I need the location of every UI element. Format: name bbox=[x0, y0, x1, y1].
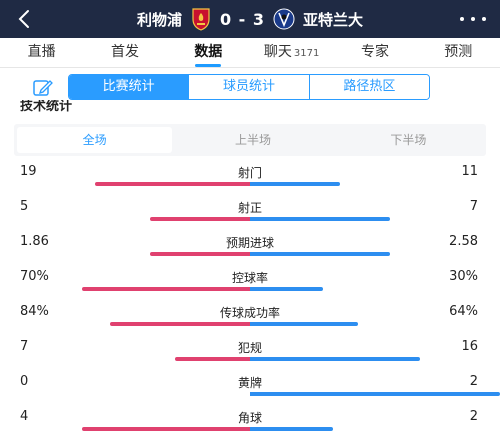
atalanta-crest-icon bbox=[273, 7, 295, 31]
stat-row: 70% 控球率 30% bbox=[0, 265, 500, 300]
stat-row: 84% 传球成功率 64% bbox=[0, 300, 500, 335]
segment-player-stats[interactable]: 球员统计 bbox=[189, 75, 310, 99]
stat-row: 5 射正 7 bbox=[0, 195, 500, 230]
scoreline: 利物浦 0 - 3 亚特兰大 bbox=[0, 0, 500, 38]
away-value: 64% bbox=[449, 304, 478, 319]
away-value: 2 bbox=[469, 374, 478, 389]
more-options-icon[interactable] bbox=[456, 8, 490, 30]
away-value: 2.58 bbox=[449, 234, 478, 249]
tab-data[interactable]: 数据 bbox=[167, 38, 250, 68]
home-value: 5 bbox=[20, 199, 29, 214]
home-bar bbox=[82, 287, 250, 291]
away-bar bbox=[250, 287, 323, 291]
home-value: 19 bbox=[20, 164, 37, 179]
home-bar bbox=[82, 427, 250, 431]
stat-label: 犯规 bbox=[237, 341, 262, 355]
home-bar bbox=[110, 322, 250, 326]
stat-label: 角球 bbox=[237, 411, 262, 425]
away-value: 2 bbox=[469, 409, 478, 424]
away-bar bbox=[250, 322, 358, 326]
top-tabs: 直播 首发 数据 聊天 3171 专家 预测 bbox=[0, 38, 500, 68]
away-bar bbox=[250, 252, 390, 256]
away-bar bbox=[250, 182, 340, 186]
match-header: 利物浦 0 - 3 亚特兰大 bbox=[0, 0, 500, 38]
period-second-half[interactable]: 下半场 bbox=[390, 133, 427, 147]
stats-list: 19 射门 11 5 射正 7 1.86 预期进球 2.58 70% 控球率 3… bbox=[0, 160, 500, 440]
period-first-half[interactable]: 上半场 bbox=[234, 133, 271, 147]
stats-segment-control: 比赛统计 球员统计 路径热区 bbox=[68, 74, 430, 100]
away-value: 7 bbox=[469, 199, 478, 214]
stat-row: 4 角球 2 bbox=[0, 405, 500, 440]
home-value: 1.86 bbox=[20, 234, 49, 249]
away-value: 16 bbox=[461, 339, 478, 354]
match-score: 0 - 3 bbox=[219, 9, 266, 29]
stat-row: 7 犯规 16 bbox=[0, 335, 500, 370]
tab-prediction[interactable]: 预测 bbox=[444, 43, 473, 60]
home-value: 7 bbox=[20, 339, 29, 354]
away-value: 30% bbox=[449, 269, 478, 284]
period-selector: 全场 上半场 下半场 bbox=[14, 124, 486, 156]
tab-lineup[interactable]: 首发 bbox=[110, 43, 139, 60]
period-full-match[interactable]: 全场 bbox=[17, 127, 173, 153]
tab-live[interactable]: 直播 bbox=[27, 43, 56, 60]
away-bar bbox=[250, 357, 420, 361]
stat-label: 传球成功率 bbox=[219, 306, 280, 320]
home-bar bbox=[150, 252, 250, 256]
segment-heatmap[interactable]: 路径热区 bbox=[309, 75, 429, 99]
home-bar bbox=[95, 182, 250, 186]
segment-match-stats[interactable]: 比赛统计 bbox=[69, 75, 190, 99]
stat-label: 控球率 bbox=[231, 271, 268, 285]
away-value: 11 bbox=[461, 164, 478, 179]
home-bar bbox=[175, 357, 250, 361]
home-value: 84% bbox=[20, 304, 49, 319]
home-bar bbox=[150, 217, 250, 221]
stats-subbar: 比赛统计 球员统计 路径热区 bbox=[0, 70, 500, 106]
home-value: 0 bbox=[20, 374, 29, 389]
stat-label: 射正 bbox=[237, 201, 262, 215]
back-icon[interactable] bbox=[12, 6, 36, 32]
home-value: 4 bbox=[20, 409, 29, 424]
away-bar bbox=[250, 427, 333, 431]
stat-label: 射门 bbox=[237, 166, 262, 180]
stat-row: 0 黄牌 2 bbox=[0, 370, 500, 405]
section-title: 技术统计 bbox=[20, 100, 73, 114]
stat-row: 1.86 预期进球 2.58 bbox=[0, 230, 500, 265]
home-value: 70% bbox=[20, 269, 49, 284]
liverpool-crest-icon bbox=[190, 7, 212, 31]
home-team-name: 利物浦 bbox=[136, 10, 182, 29]
away-bar bbox=[250, 217, 390, 221]
stat-label: 预期进球 bbox=[225, 236, 274, 250]
edit-icon[interactable] bbox=[32, 78, 54, 98]
chat-count: 3171 bbox=[293, 47, 320, 59]
away-bar bbox=[250, 392, 500, 396]
tab-expert[interactable]: 专家 bbox=[360, 43, 389, 60]
stat-row: 19 射门 11 bbox=[0, 160, 500, 195]
away-team-name: 亚特兰大 bbox=[303, 10, 364, 29]
stat-label: 黄牌 bbox=[237, 376, 262, 390]
tab-chat[interactable]: 聊天 3171 bbox=[263, 43, 320, 60]
